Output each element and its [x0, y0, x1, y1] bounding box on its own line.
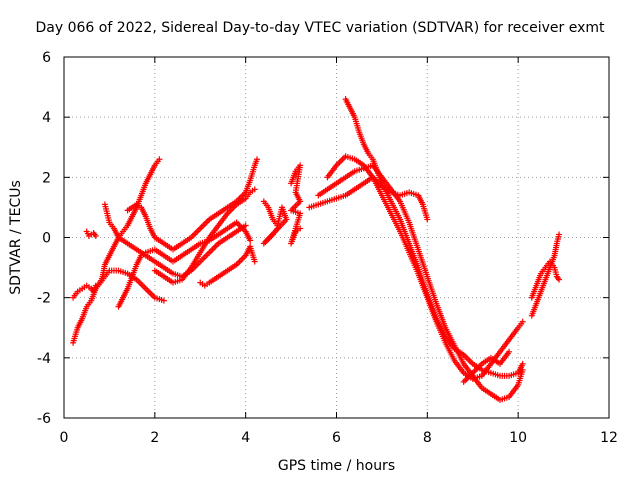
y-tick-label: 6 [42, 50, 51, 66]
data-point-track-17 [556, 276, 563, 283]
data-point-track-1 [160, 297, 167, 304]
data-point-track-8 [251, 258, 258, 265]
data-point-track-9 [274, 225, 281, 232]
data-point-track-14 [519, 360, 526, 367]
axis-ticks: 0 2 4 6 8 10 12 -6 -4 -2 0 2 4 6 [37, 50, 618, 446]
data-point-track-5 [247, 237, 254, 244]
data-point-track-3 [92, 232, 99, 239]
y-axis-label: SDTVAR / TECUs [8, 180, 24, 295]
x-axis-label: GPS time / hours [278, 458, 395, 474]
data-point-track-6 [254, 156, 261, 163]
y-tick-label: 2 [42, 170, 51, 186]
x-tick-label: 2 [150, 430, 159, 446]
x-tick-label: 8 [423, 430, 432, 446]
y-tick-label: 0 [42, 231, 51, 247]
y-tick-label: -2 [37, 291, 51, 307]
data-points [70, 96, 563, 403]
y-tick-label: -6 [37, 411, 51, 427]
data-point-track-15 [506, 348, 513, 355]
y-tick-label: -4 [37, 351, 51, 367]
data-point-track-2 [156, 156, 163, 163]
data-point-track-11 [424, 216, 431, 223]
data-point-track-10 [297, 225, 304, 232]
data-point-track-16 [556, 231, 563, 238]
x-tick-label: 4 [241, 430, 250, 446]
chart-title: Day 066 of 2022, Sidereal Day-to-day VTE… [36, 20, 606, 36]
x-tick-label: 10 [509, 430, 527, 446]
y-tick-label: 4 [42, 110, 51, 126]
x-tick-label: 6 [332, 430, 341, 446]
data-point-track-13 [519, 318, 526, 325]
data-point-track-7 [251, 186, 258, 193]
x-tick-label: 12 [600, 430, 618, 446]
grid [64, 57, 609, 418]
data-point-track-4 [242, 222, 249, 229]
x-tick-label: 0 [60, 430, 69, 446]
